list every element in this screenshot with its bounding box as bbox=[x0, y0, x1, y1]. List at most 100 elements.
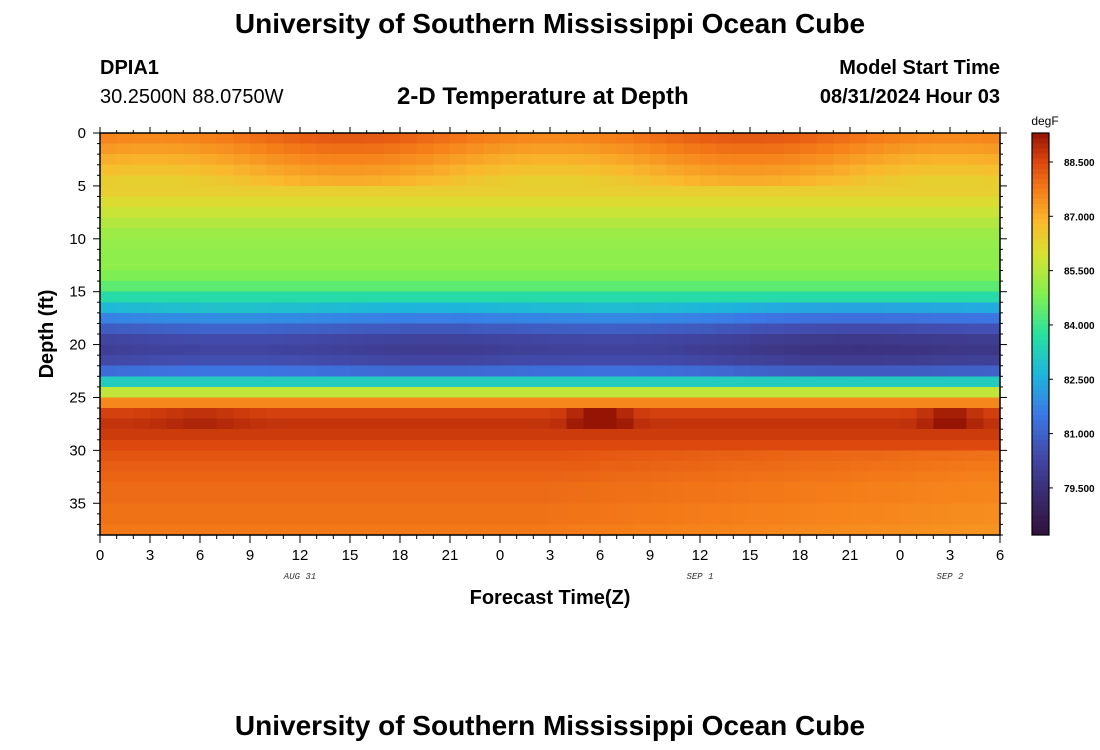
heatmap-cell bbox=[466, 281, 484, 293]
heatmap-cell bbox=[916, 228, 934, 240]
colorbar-swatch bbox=[1032, 268, 1049, 275]
heatmap-cell bbox=[300, 386, 318, 399]
heatmap-cell bbox=[666, 207, 684, 219]
heatmap-cell bbox=[450, 439, 468, 451]
heatmap-cell bbox=[416, 408, 434, 420]
heatmap-cell bbox=[516, 513, 534, 526]
heatmap-cell bbox=[800, 492, 818, 504]
heatmap-cell bbox=[366, 270, 384, 282]
heatmap-cell bbox=[950, 217, 968, 229]
heatmap-cell bbox=[800, 217, 818, 229]
heatmap-cell bbox=[983, 249, 1001, 261]
heatmap-cell bbox=[133, 143, 151, 155]
heatmap-cell bbox=[116, 154, 134, 166]
heatmap-cell bbox=[883, 270, 901, 282]
heatmap-cell bbox=[100, 228, 118, 240]
heatmap-cell bbox=[800, 175, 818, 187]
heatmap-cell bbox=[933, 386, 951, 399]
heatmap-cell bbox=[566, 217, 584, 229]
heatmap-cell bbox=[100, 312, 118, 325]
heatmap-cell bbox=[466, 492, 484, 504]
heatmap-cell bbox=[633, 143, 651, 155]
heatmap-cell bbox=[616, 355, 634, 367]
heatmap-cell bbox=[933, 302, 951, 314]
heatmap-cell bbox=[383, 376, 401, 388]
heatmap-cell bbox=[983, 323, 1001, 335]
heatmap-cell bbox=[200, 376, 218, 388]
colorbar-swatch bbox=[1032, 278, 1049, 285]
heatmap-cell bbox=[416, 376, 434, 388]
heatmap-cell bbox=[500, 302, 518, 314]
heatmap-cell bbox=[733, 259, 751, 272]
heatmap-cell bbox=[883, 154, 901, 166]
heatmap-cell bbox=[583, 397, 601, 409]
heatmap-cell bbox=[900, 397, 918, 409]
heatmap-cell bbox=[566, 175, 584, 187]
heatmap-cell bbox=[750, 334, 768, 346]
heatmap-cell bbox=[866, 281, 884, 293]
colorbar-swatch bbox=[1032, 223, 1049, 230]
heatmap-cell bbox=[866, 503, 884, 515]
heatmap-cell bbox=[933, 334, 951, 346]
page-title: University of Southern Mississippi Ocean… bbox=[234, 8, 866, 39]
heatmap-cell bbox=[166, 418, 184, 430]
heatmap-cell bbox=[333, 503, 351, 515]
heatmap-cell bbox=[483, 217, 501, 229]
heatmap-cell bbox=[283, 376, 301, 388]
heatmap-cell bbox=[550, 281, 568, 293]
heatmap-cell bbox=[783, 429, 801, 441]
heatmap-cell bbox=[816, 185, 834, 198]
heatmap-cell bbox=[233, 513, 251, 526]
heatmap-cell bbox=[333, 365, 351, 377]
heatmap-cell bbox=[916, 418, 934, 430]
heatmap-cell bbox=[500, 376, 518, 388]
heatmap-cell bbox=[566, 302, 584, 314]
heatmap-cell bbox=[233, 492, 251, 504]
heatmap-cell bbox=[283, 386, 301, 399]
heatmap-cell bbox=[983, 217, 1001, 229]
heatmap-cell bbox=[466, 376, 484, 388]
heatmap-cell bbox=[800, 355, 818, 367]
heatmap-cell bbox=[783, 503, 801, 515]
heatmap-cell bbox=[500, 270, 518, 282]
heatmap-cell bbox=[450, 143, 468, 155]
heatmap-cell bbox=[583, 207, 601, 219]
heatmap-cell bbox=[116, 513, 134, 526]
heatmap-cell bbox=[350, 259, 368, 272]
heatmap-cell bbox=[666, 503, 684, 515]
heatmap-cell bbox=[983, 312, 1001, 325]
heatmap-cell bbox=[316, 323, 334, 335]
heatmap-cell bbox=[200, 365, 218, 377]
heatmap-cell bbox=[200, 323, 218, 335]
heatmap-cell bbox=[250, 334, 268, 346]
heatmap-cell bbox=[683, 154, 701, 166]
heatmap-cell bbox=[100, 281, 118, 293]
colorbar-swatch bbox=[1032, 148, 1049, 154]
heatmap-cell bbox=[500, 154, 518, 166]
heatmap-cell bbox=[900, 365, 918, 377]
heatmap-cell bbox=[766, 450, 784, 462]
heatmap-cell bbox=[550, 196, 568, 208]
heatmap-cell bbox=[600, 133, 618, 145]
heatmap-cell bbox=[433, 143, 451, 155]
heatmap-cell bbox=[850, 281, 868, 293]
heatmap-cell bbox=[650, 196, 668, 208]
heatmap-cell bbox=[966, 429, 984, 441]
heatmap-cell bbox=[700, 259, 718, 272]
heatmap-cell bbox=[633, 175, 651, 187]
heatmap-cell bbox=[566, 492, 584, 504]
heatmap-cell bbox=[383, 291, 401, 303]
heatmap-cell bbox=[516, 228, 534, 240]
heatmap-cell bbox=[833, 270, 851, 282]
heatmap-cell bbox=[383, 228, 401, 240]
heatmap-cell bbox=[400, 302, 418, 314]
heatmap-cell bbox=[633, 418, 651, 430]
heatmap-cell bbox=[266, 482, 284, 494]
heatmap-cell bbox=[550, 302, 568, 314]
heatmap-cell bbox=[483, 228, 501, 240]
heatmap-cell bbox=[183, 418, 201, 430]
heatmap-cell bbox=[133, 355, 151, 367]
heatmap-cell bbox=[550, 143, 568, 155]
heatmap-cell bbox=[516, 154, 534, 166]
heatmap-cell bbox=[983, 281, 1001, 293]
